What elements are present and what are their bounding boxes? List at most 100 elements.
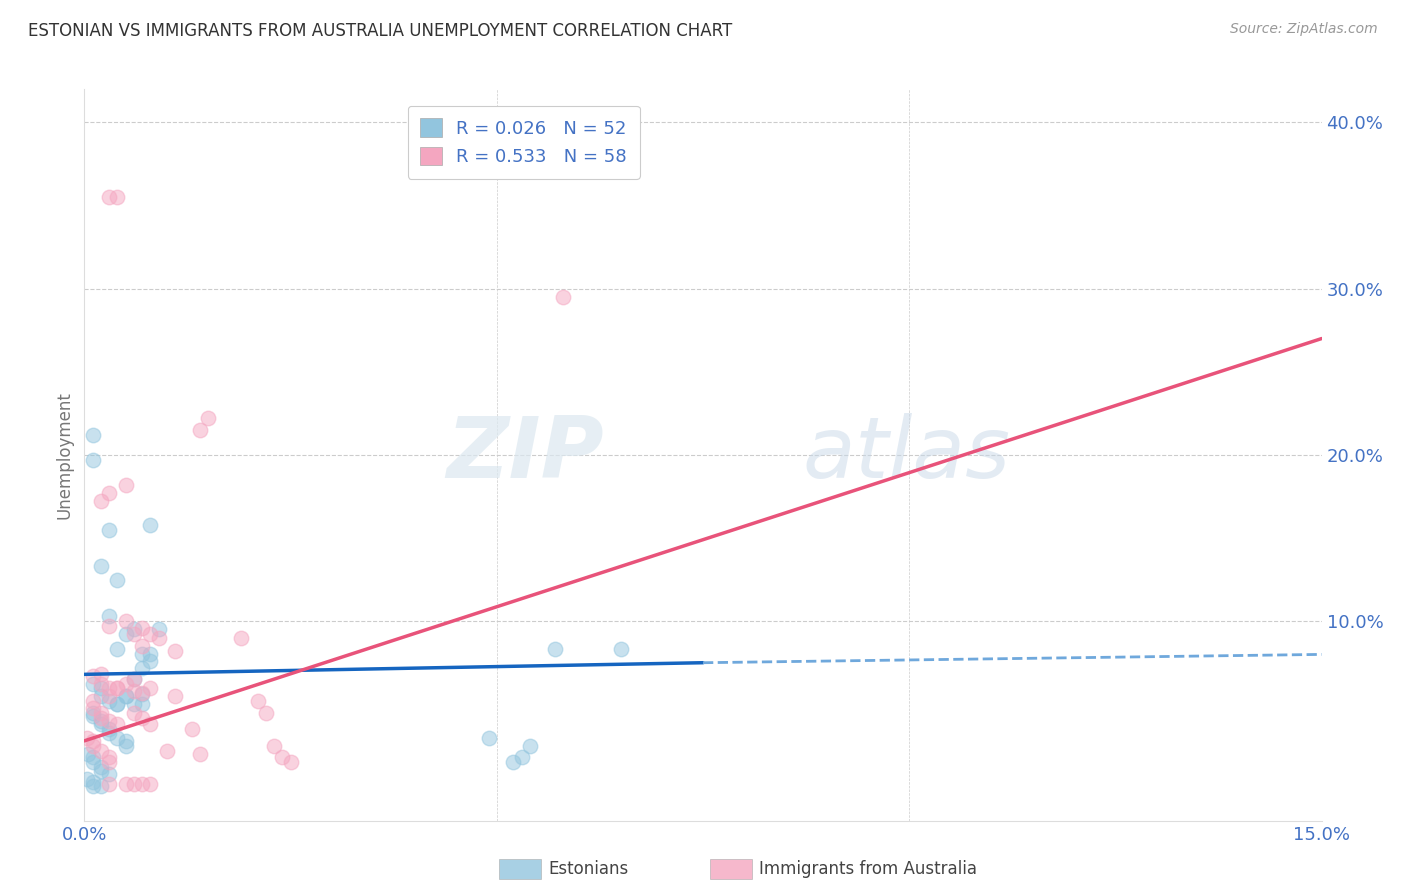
Point: [105, 573, 128, 587]
Point: [114, 478, 136, 492]
Point: [131, 639, 153, 653]
Y-axis label: Unemployment: Unemployment: [55, 391, 73, 519]
Point: [197, 411, 219, 425]
Point: [609, 642, 631, 657]
Point: [148, 623, 170, 637]
Point: [165, 689, 187, 703]
Point: [82, 706, 104, 720]
Point: [98, 767, 121, 781]
Point: [82, 453, 104, 467]
Point: [131, 685, 153, 699]
Point: [139, 517, 162, 532]
Text: ESTONIAN VS IMMIGRANTS FROM AUSTRALIA UNEMPLOYMENT CORRELATION CHART: ESTONIAN VS IMMIGRANTS FROM AUSTRALIA UN…: [28, 22, 733, 40]
Point: [148, 631, 170, 645]
Point: [122, 673, 145, 687]
Point: [98, 486, 121, 500]
Point: [90, 710, 112, 724]
Point: [139, 648, 162, 662]
Point: [131, 661, 153, 675]
Point: [139, 717, 162, 731]
Point: [105, 190, 128, 204]
Point: [98, 723, 121, 737]
Point: [82, 750, 104, 764]
Point: [105, 642, 128, 657]
Legend: R = 0.026   N = 52, R = 0.533   N = 58: R = 0.026 N = 52, R = 0.533 N = 58: [408, 105, 640, 178]
Point: [105, 681, 128, 695]
Point: [82, 669, 104, 683]
Point: [82, 677, 104, 691]
Point: [77, 747, 100, 761]
Point: [82, 700, 104, 714]
Text: Estonians: Estonians: [548, 860, 628, 878]
Point: [180, 723, 202, 737]
Text: ZIP: ZIP: [446, 413, 605, 497]
Point: [543, 642, 565, 657]
Point: [90, 689, 112, 703]
Point: [122, 777, 145, 791]
Point: [139, 777, 162, 791]
Point: [98, 714, 121, 728]
Point: [82, 709, 104, 723]
Point: [82, 734, 104, 748]
Point: [98, 756, 121, 770]
Point: [90, 714, 112, 728]
Point: [114, 627, 136, 641]
Point: [90, 764, 112, 778]
Point: [98, 190, 121, 204]
Point: [82, 779, 104, 793]
Point: [122, 706, 145, 720]
Point: [114, 689, 136, 703]
Point: [519, 739, 541, 753]
Point: [122, 673, 145, 687]
Point: [105, 681, 128, 695]
Point: [502, 756, 524, 770]
Point: [139, 654, 162, 668]
Point: [280, 756, 302, 770]
Point: [82, 694, 104, 708]
Point: [98, 609, 121, 624]
Point: [105, 717, 128, 731]
Point: [90, 744, 112, 758]
Point: [131, 710, 153, 724]
Point: [131, 648, 153, 662]
Point: [139, 681, 162, 695]
Point: [90, 667, 112, 681]
Point: [98, 619, 121, 633]
Point: [131, 698, 153, 712]
Point: [131, 777, 153, 791]
Point: [477, 731, 499, 745]
Point: [98, 725, 121, 739]
Point: [90, 681, 112, 695]
Point: [98, 777, 121, 791]
Point: [114, 734, 136, 748]
Point: [122, 684, 145, 698]
Point: [98, 523, 121, 537]
Point: [114, 777, 136, 791]
Point: [90, 494, 112, 508]
Point: [131, 687, 153, 701]
Point: [90, 760, 112, 774]
Point: [82, 756, 104, 770]
Point: [98, 689, 121, 703]
Point: [82, 428, 104, 442]
Point: [98, 750, 121, 764]
Text: Source: ZipAtlas.com: Source: ZipAtlas.com: [1230, 22, 1378, 37]
Point: [271, 750, 294, 764]
Point: [105, 698, 128, 712]
Point: [90, 717, 112, 731]
Point: [510, 750, 533, 764]
Point: [76, 772, 98, 786]
Point: [82, 775, 104, 789]
Point: [156, 744, 179, 758]
Point: [246, 694, 269, 708]
Point: [114, 614, 136, 628]
Text: atlas: atlas: [801, 413, 1010, 497]
Point: [165, 644, 187, 658]
Point: [90, 677, 112, 691]
Point: [114, 739, 136, 753]
Point: [114, 689, 136, 703]
Point: [551, 290, 574, 304]
Point: [122, 623, 145, 637]
Point: [90, 559, 112, 574]
Point: [139, 627, 162, 641]
